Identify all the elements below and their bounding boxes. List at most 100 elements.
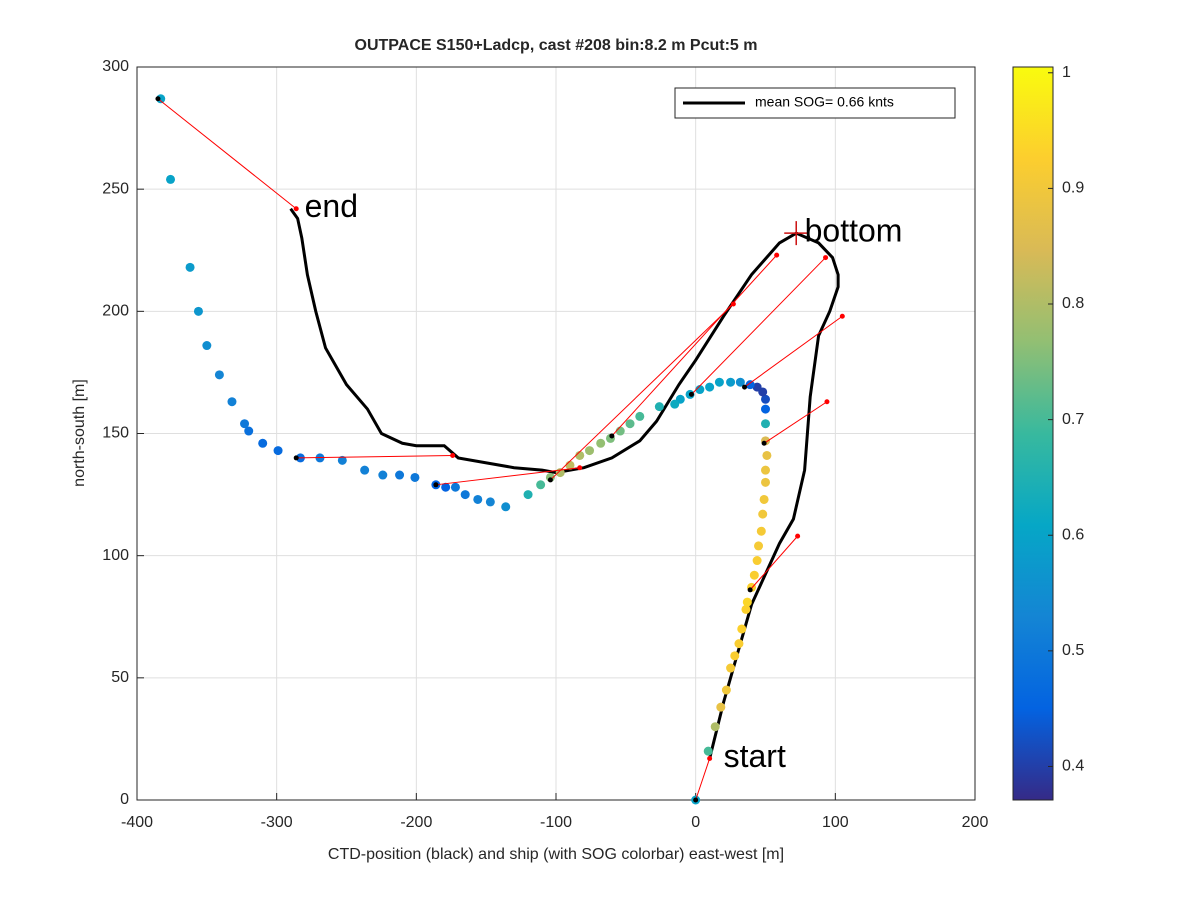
ship-point bbox=[756, 526, 766, 536]
colorbar-tick-label: 1 bbox=[1062, 64, 1071, 81]
ship-point bbox=[244, 426, 254, 436]
ship-point bbox=[710, 722, 720, 732]
ship-point bbox=[761, 394, 770, 404]
ship-point bbox=[166, 174, 176, 184]
colorbar-tick-label: 0.7 bbox=[1062, 411, 1084, 428]
y-tick-label: 0 bbox=[120, 791, 129, 808]
ctd-star bbox=[609, 433, 615, 439]
ctd-star bbox=[547, 477, 553, 483]
x-tick-label: -400 bbox=[121, 814, 153, 831]
ship-point bbox=[695, 385, 705, 395]
ship-point bbox=[761, 477, 770, 487]
ship-point bbox=[726, 663, 736, 673]
ship-point bbox=[460, 490, 470, 500]
ctd-star bbox=[155, 96, 161, 102]
ship-point bbox=[670, 399, 680, 409]
ship-point bbox=[703, 746, 713, 756]
link-dot bbox=[774, 252, 780, 258]
ship-point bbox=[501, 502, 511, 512]
link-line bbox=[296, 454, 453, 459]
y-tick-label: 200 bbox=[102, 303, 129, 320]
ship-point bbox=[758, 509, 768, 519]
link-dot bbox=[730, 301, 736, 307]
ship-point bbox=[716, 702, 726, 712]
link-line bbox=[695, 758, 711, 801]
link-line bbox=[157, 98, 297, 210]
ship-point bbox=[761, 465, 770, 475]
ship-point bbox=[742, 597, 752, 607]
ship-point bbox=[536, 480, 546, 490]
y-tick-label: 100 bbox=[102, 547, 129, 564]
x-tick-label: 0 bbox=[691, 814, 700, 831]
ship-point bbox=[735, 377, 745, 387]
annotation: bottom bbox=[805, 213, 903, 249]
bottom-marker bbox=[784, 221, 809, 246]
ship-point bbox=[450, 482, 460, 492]
ctd-star bbox=[433, 482, 439, 488]
ship-point bbox=[596, 438, 606, 448]
ship-point bbox=[193, 306, 203, 316]
ship-point bbox=[749, 570, 759, 580]
ship-point bbox=[485, 497, 495, 507]
y-tick-label: 150 bbox=[102, 425, 129, 442]
link-line bbox=[749, 535, 798, 591]
ship-point bbox=[625, 419, 635, 429]
ctd-line bbox=[289, 207, 840, 759]
link-line bbox=[550, 303, 734, 481]
ship-point bbox=[741, 604, 751, 614]
colorbar-tick-label: 0.9 bbox=[1062, 180, 1084, 197]
ship-point bbox=[227, 397, 237, 407]
plot-frame bbox=[136, 66, 976, 801]
ship-point bbox=[240, 419, 250, 429]
ctd-star bbox=[688, 391, 694, 397]
ship-point bbox=[202, 341, 212, 351]
chart-title: OUTPACE S150+Ladcp, cast #208 bin:8.2 m … bbox=[355, 37, 758, 54]
x-tick-label: -300 bbox=[261, 814, 293, 831]
ship-point bbox=[615, 426, 625, 436]
x-tick-label: -200 bbox=[400, 814, 432, 831]
ship-point bbox=[473, 494, 483, 504]
ship-point bbox=[337, 455, 347, 465]
ship-point bbox=[441, 482, 451, 492]
link-dot bbox=[823, 255, 829, 261]
ship-point bbox=[752, 382, 762, 392]
x-tick-label: 200 bbox=[962, 814, 989, 831]
ship-point bbox=[714, 377, 724, 387]
ship-point bbox=[705, 382, 715, 392]
ship-point bbox=[754, 541, 764, 551]
link-dot bbox=[707, 755, 713, 761]
ship-point bbox=[523, 490, 533, 500]
x-axis-label: CTD-position (black) and ship (with SOG … bbox=[328, 846, 784, 863]
link-dot bbox=[450, 452, 456, 458]
ship-point bbox=[214, 370, 224, 380]
ctd-star bbox=[742, 384, 748, 390]
ship-point bbox=[726, 377, 736, 387]
legend-label: mean SOG= 0.66 knts bbox=[755, 94, 894, 110]
ctd-star bbox=[747, 587, 753, 593]
ship-point bbox=[721, 685, 731, 695]
link-line bbox=[611, 254, 778, 437]
link-dot bbox=[293, 206, 299, 212]
ship-point bbox=[734, 639, 744, 649]
ship-point bbox=[654, 402, 664, 412]
annotation: end bbox=[305, 188, 358, 224]
ship-point bbox=[585, 446, 595, 456]
ship-point bbox=[360, 465, 370, 475]
link-dot bbox=[577, 465, 583, 471]
annotation: start bbox=[724, 738, 786, 774]
ship-point bbox=[258, 438, 268, 448]
y-axis-label: north-south [m] bbox=[71, 379, 88, 487]
link-line bbox=[763, 401, 828, 444]
colorbar bbox=[1012, 66, 1054, 801]
ship-point bbox=[737, 624, 747, 634]
link-dot bbox=[795, 533, 801, 539]
x-tick-label: 100 bbox=[822, 814, 849, 831]
y-tick-label: 250 bbox=[102, 180, 129, 197]
colorbar-tick-label: 0.6 bbox=[1062, 526, 1084, 543]
ship-point bbox=[761, 419, 770, 429]
colorbar-tick-label: 0.5 bbox=[1062, 642, 1084, 659]
ctd-star bbox=[293, 455, 299, 461]
ship-point bbox=[378, 470, 388, 480]
